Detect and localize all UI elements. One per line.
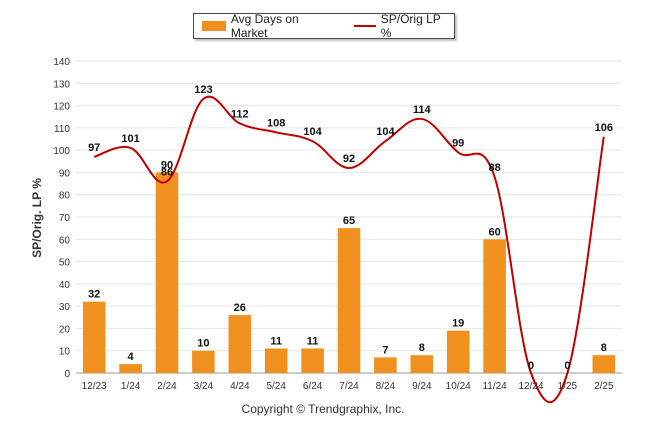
- line-data-label: 108: [267, 117, 285, 129]
- x-tick-label: 1/24: [121, 381, 141, 392]
- y-axis-title: SP/Orig. LP %: [30, 178, 44, 258]
- line-path[interactable]: [93, 95, 605, 404]
- x-axis: 12/23 1/24 2/24 3/24 4/24 5/24 6/24 7/24 8/24 9/2…: [82, 381, 614, 392]
- bar[interactable]: [192, 350, 215, 373]
- line-data-label: 104: [376, 126, 395, 138]
- y-tick-label: 20: [59, 324, 71, 335]
- y-tick-label: 60: [59, 235, 71, 246]
- legend-label-line: SP/Orig LP %: [380, 12, 441, 40]
- bar-data-label: 90: [161, 159, 173, 171]
- bar[interactable]: [483, 239, 506, 373]
- data-labels: 32 4 90 10 26 11 11 65 7 8 19 60 0 0 8 97 101 86 123 112 108…: [88, 84, 613, 372]
- bar-data-label: 4: [128, 351, 135, 363]
- y-tick-label: 0: [64, 369, 70, 380]
- y-axis: 0 10 20 30 40 50 60 70 80 90 100 110 120 130 140: [53, 57, 70, 380]
- legend-item-line[interactable]: SP/Orig LP %: [338, 12, 454, 40]
- y-tick-label: 50: [59, 258, 71, 269]
- line-data-label: 92: [343, 153, 355, 165]
- bar-data-label: 7: [382, 344, 388, 356]
- line-data-label: 106: [595, 122, 613, 134]
- bar-data-label: 60: [488, 226, 500, 238]
- legend-swatch-line: [353, 25, 376, 27]
- x-tick-label: 2/24: [157, 381, 177, 392]
- bar-data-label: 26: [234, 302, 246, 314]
- line-data-label: 104: [303, 126, 322, 138]
- copyright-text: Copyright © Trendgraphix, Inc.: [241, 402, 405, 416]
- y-tick-label: 140: [53, 57, 70, 68]
- line-data-label: 112: [231, 108, 249, 120]
- bar-data-label: 0: [564, 360, 570, 372]
- bar[interactable]: [337, 228, 361, 373]
- y-tick-label: 40: [59, 280, 71, 291]
- bar-data-label: 8: [419, 342, 425, 354]
- y-tick-label: 80: [59, 191, 71, 202]
- line-data-label: 101: [121, 133, 139, 145]
- x-tick-label: 12/23: [82, 381, 107, 392]
- line-data-label: 99: [452, 137, 464, 149]
- x-tick-label: 4/24: [230, 381, 250, 392]
- bar-data-label: 10: [197, 338, 209, 350]
- line-data-label: 97: [88, 142, 100, 154]
- y-tick-label: 90: [59, 168, 71, 179]
- bar-data-label: 32: [88, 289, 100, 301]
- bar-data-label: 11: [307, 335, 319, 347]
- bar[interactable]: [592, 355, 616, 373]
- y-tick-label: 100: [53, 146, 70, 157]
- bar[interactable]: [119, 364, 142, 373]
- bar[interactable]: [155, 172, 179, 373]
- bar-data-label: 65: [343, 215, 355, 227]
- y-tick-label: 70: [59, 213, 71, 224]
- x-tick-label: 8/24: [376, 381, 396, 392]
- x-tick-label: 1/25: [558, 381, 578, 392]
- bar[interactable]: [301, 348, 324, 373]
- x-tick-label: 2/25: [594, 381, 614, 392]
- bar-data-label: 0: [528, 360, 534, 372]
- line-data-label: 114: [413, 104, 432, 116]
- bar[interactable]: [264, 348, 288, 373]
- bar[interactable]: [446, 330, 470, 373]
- bar[interactable]: [374, 357, 397, 373]
- y-tick-label: 10: [59, 347, 71, 358]
- line-data-label: 86: [161, 166, 173, 178]
- x-tick-label: 3/24: [194, 381, 214, 392]
- bar[interactable]: [82, 301, 106, 373]
- line-series: [93, 95, 605, 404]
- y-tick-label: 130: [53, 79, 70, 90]
- x-tick-label: 5/24: [266, 381, 286, 392]
- bar-series: [82, 172, 616, 373]
- x-tick-label: 10/24: [446, 381, 471, 392]
- x-tick-label: 7/24: [339, 381, 359, 392]
- bar-data-label: 8: [601, 342, 607, 354]
- legend-swatch-bar: [202, 21, 226, 31]
- y-tick-label: 110: [54, 124, 70, 135]
- line-data-label: 123: [194, 84, 212, 96]
- legend-item-bar[interactable]: Avg Days on Market: [194, 12, 338, 40]
- bar[interactable]: [228, 315, 252, 373]
- legend-label-bar: Avg Days on Market: [230, 12, 299, 40]
- x-tick-label: 12/24: [518, 381, 543, 392]
- legend: Avg Days on Market SP/Orig LP %: [193, 12, 455, 40]
- bar[interactable]: [410, 355, 434, 373]
- bar-data-label: 19: [452, 318, 464, 330]
- x-tick-label: 6/24: [303, 381, 323, 392]
- line-data-label: 88: [488, 162, 500, 174]
- x-tick-label: 9/24: [412, 381, 432, 392]
- y-tick-label: 30: [59, 302, 71, 313]
- y-tick-label: 120: [53, 102, 70, 113]
- bar-data-label: 11: [270, 335, 282, 347]
- x-tick-label: 11/24: [482, 381, 507, 392]
